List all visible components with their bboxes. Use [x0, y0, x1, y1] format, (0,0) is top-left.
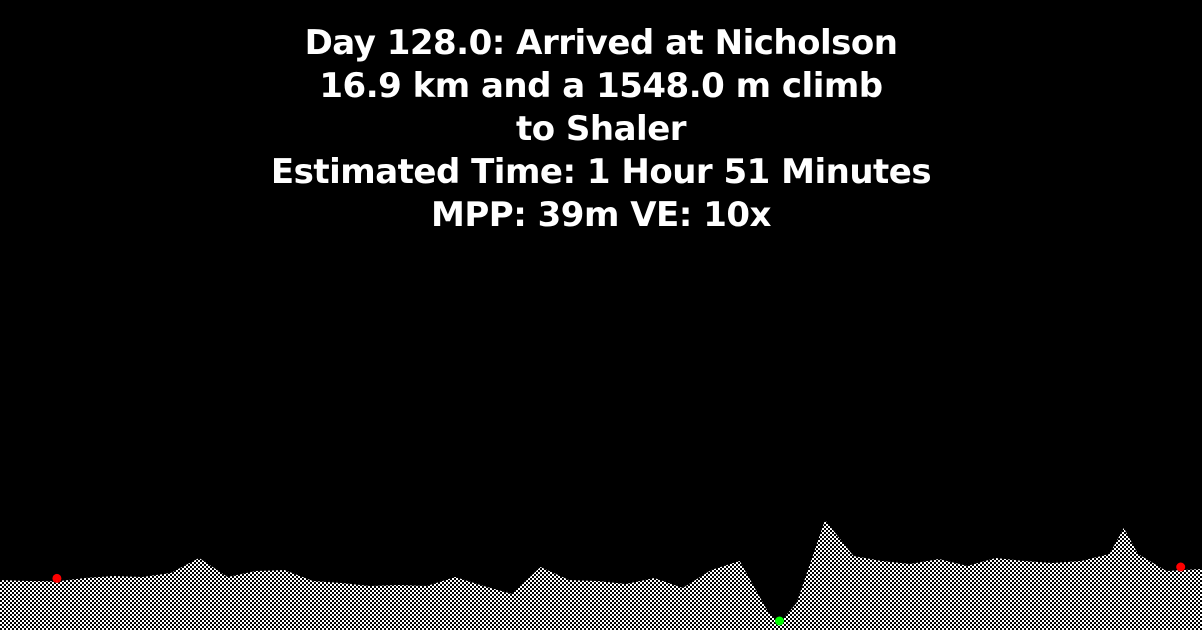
- terrain-area: [0, 520, 1202, 630]
- day-arrival-title: Day 128.0: Arrived at Nicholson: [304, 23, 898, 63]
- route-title-block: Day 128.0: Arrived at Nicholson 16.9 km …: [0, 22, 1202, 237]
- end-marker: [1176, 562, 1186, 572]
- current-marker: [775, 616, 784, 626]
- marker-layer: [52, 562, 1186, 626]
- estimated-time-line: Estimated Time: 1 Hour 51 Minutes: [270, 152, 932, 192]
- distance-climb-line: 16.9 km and a 1548.0 m climb: [319, 66, 883, 106]
- mpp-ve-line: MPP: 39m VE: 10x: [431, 195, 771, 235]
- start-marker: [52, 573, 62, 583]
- destination-line: to Shaler: [515, 109, 687, 149]
